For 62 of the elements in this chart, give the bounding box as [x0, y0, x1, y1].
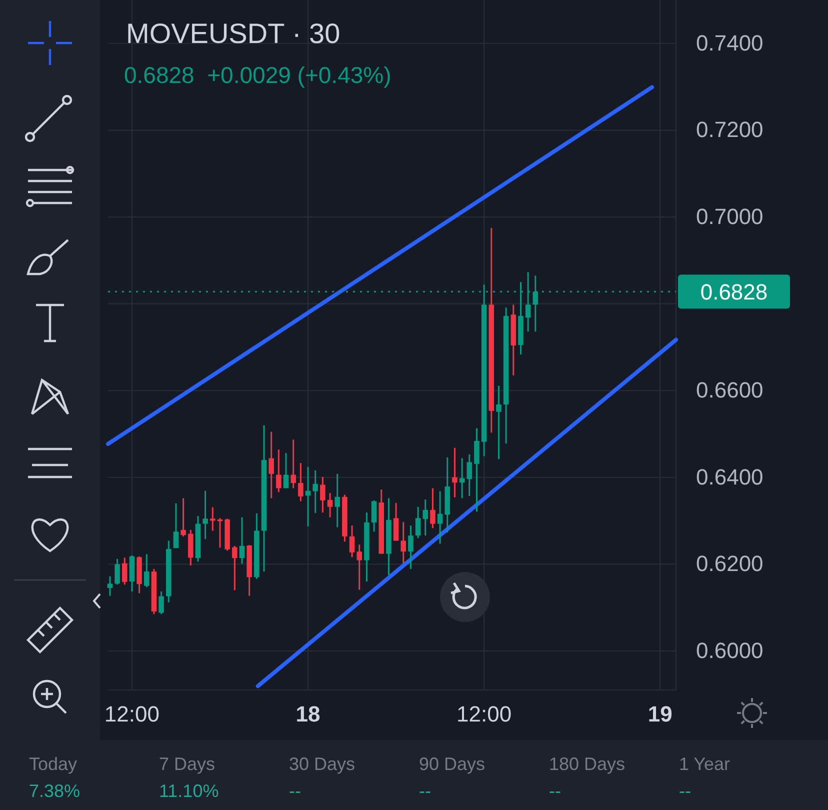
candlestick — [298, 462, 304, 502]
candlestick — [437, 490, 443, 545]
candlestick — [268, 431, 274, 499]
candlestick — [158, 590, 164, 615]
candlestick — [290, 438, 296, 489]
candlestick — [188, 529, 194, 566]
text: 7 Days — [159, 754, 216, 774]
candlestick — [474, 428, 480, 512]
candlestick — [393, 502, 399, 542]
candlestick — [320, 476, 326, 514]
text: 7.38% — [29, 781, 80, 801]
text: -- — [289, 781, 301, 801]
candlestick — [459, 458, 465, 499]
y-tick-label: 0.6600 — [696, 378, 764, 403]
x-tick-label: 12:00 — [456, 702, 512, 727]
text: 30 Days — [289, 754, 356, 774]
candlestick — [202, 490, 208, 540]
candlestick — [122, 556, 128, 586]
candlestick — [334, 473, 340, 528]
candlestick — [210, 506, 216, 532]
candlestick — [107, 576, 113, 597]
candlestick — [173, 502, 179, 549]
y-tick-label: 0.7400 — [696, 30, 764, 56]
candlestick — [283, 452, 289, 489]
candlestick — [356, 544, 362, 591]
candlestick — [422, 498, 428, 536]
candlestick — [415, 506, 421, 539]
candlestick — [496, 385, 502, 460]
y-tick-label: 0.7000 — [696, 204, 764, 230]
candlestick — [239, 516, 245, 564]
y-tick-label: 0.6000 — [696, 638, 764, 663]
text: 1 Year — [679, 754, 730, 774]
text: 11.10% — [159, 781, 219, 801]
text: MOVEUSDT · 30 — [126, 18, 340, 49]
candlestick — [430, 487, 436, 529]
candlestick — [276, 448, 282, 493]
candlestick — [180, 497, 186, 538]
x-tick-label: 18 — [296, 702, 320, 727]
text: -- — [419, 781, 431, 801]
text: 180 Days — [549, 754, 626, 774]
candlestick — [400, 521, 406, 564]
y-tick-label: 0.6400 — [696, 464, 764, 490]
text: 90 Days — [419, 754, 486, 774]
candlestick — [144, 553, 150, 588]
text: 0.6828 +0.0029 (+0.43%) — [124, 62, 392, 88]
text: -- — [679, 781, 691, 801]
candlestick — [114, 558, 120, 586]
ref-line-label: 0.6828 — [700, 280, 768, 305]
x-tick-label: 19 — [648, 702, 672, 727]
candlestick — [312, 470, 318, 514]
candlestick — [466, 454, 472, 497]
candlestick — [232, 545, 238, 591]
candlestick — [452, 447, 458, 498]
candlestick — [371, 500, 377, 532]
y-tick-label: 0.6200 — [696, 551, 764, 576]
text: Today — [29, 754, 78, 774]
x-tick-label: 12:00 — [104, 702, 160, 727]
text: -- — [549, 781, 561, 801]
y-tick-label: 0.7200 — [696, 117, 764, 142]
candlestick — [349, 524, 355, 558]
candlestick — [408, 524, 414, 570]
candlestick — [327, 492, 333, 518]
